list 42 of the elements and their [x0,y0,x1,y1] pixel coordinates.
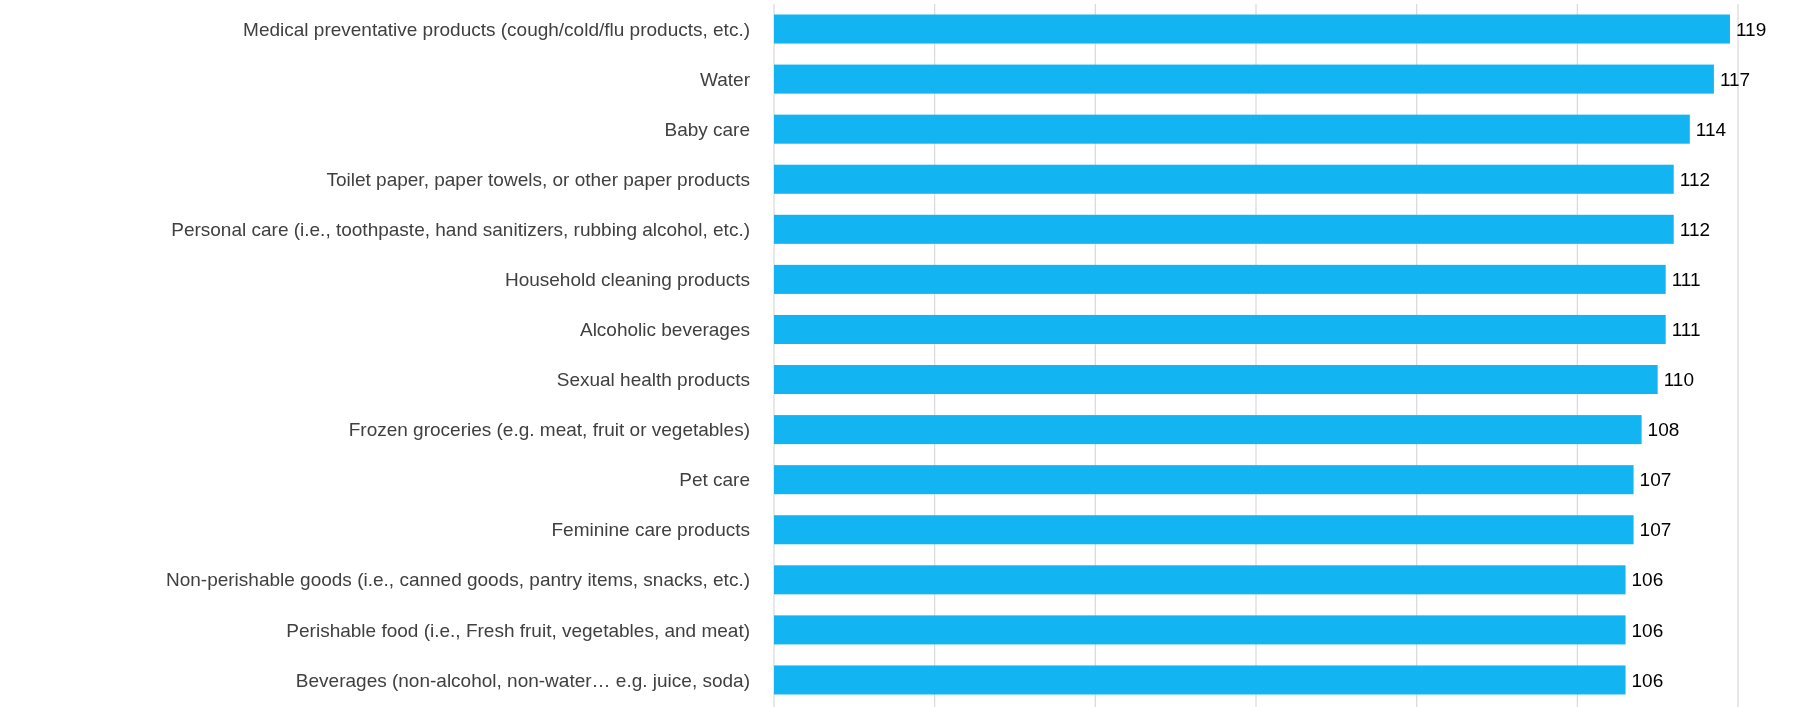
bar [774,365,1658,395]
data-label: 106 [1631,669,1664,691]
bar [774,565,1626,595]
y-tick-label: Water [700,68,751,90]
bar [774,164,1674,194]
y-tick-label: Baby care [664,118,750,140]
y-tick-label: Feminine care products [551,519,750,541]
y-tick-label: Sexual health products [556,369,750,391]
y-tick-label: Alcoholic beverages [579,319,750,341]
data-label: 107 [1639,519,1672,541]
y-tick-label: Frozen groceries (e.g. meat, fruit or vegetables) [348,419,750,441]
y-tick-label: Perishable food (i.e., Fresh fruit, vegetables, and meat) [286,619,750,641]
bar [774,264,1666,294]
bar [774,214,1674,244]
bar [774,314,1666,344]
data-label: 108 [1647,419,1680,441]
y-tick-label: Medical preventative products (cough/cold/flu products, etc.) [243,18,750,40]
bar [774,515,1634,545]
y-tick-label: Personal care (i.e., toothpaste, hand sanitizers, rubbing alcohol, etc.) [171,218,750,240]
y-tick-label: Pet care [679,469,750,491]
data-label: 110 [1663,369,1694,391]
data-label: 112 [1679,168,1711,190]
data-label: 112 [1679,218,1711,240]
y-tick-label: Beverages (non-alcohol, non-water… e.g. juice, soda) [295,669,750,691]
data-label: 114 [1695,118,1727,140]
bar [774,14,1730,44]
data-label: 117 [1719,68,1751,90]
y-tick-label: Toilet paper, paper towels, or other paper products [326,168,750,190]
data-label: 119 [1735,18,1767,40]
bar [774,114,1690,144]
y-tick-label: Household cleaning products [504,269,750,291]
bar [774,665,1626,695]
y-tick-label: Non-perishable goods (i.e., canned goods, pantry items, snacks, etc.) [165,569,750,591]
data-label: 111 [1671,319,1701,341]
data-label: 106 [1631,619,1664,641]
bar [774,615,1626,645]
bar [774,64,1714,94]
data-label: 107 [1639,469,1672,491]
bar [774,415,1642,445]
bar [774,465,1634,495]
data-label: 111 [1671,269,1701,291]
data-label: 106 [1631,569,1664,591]
